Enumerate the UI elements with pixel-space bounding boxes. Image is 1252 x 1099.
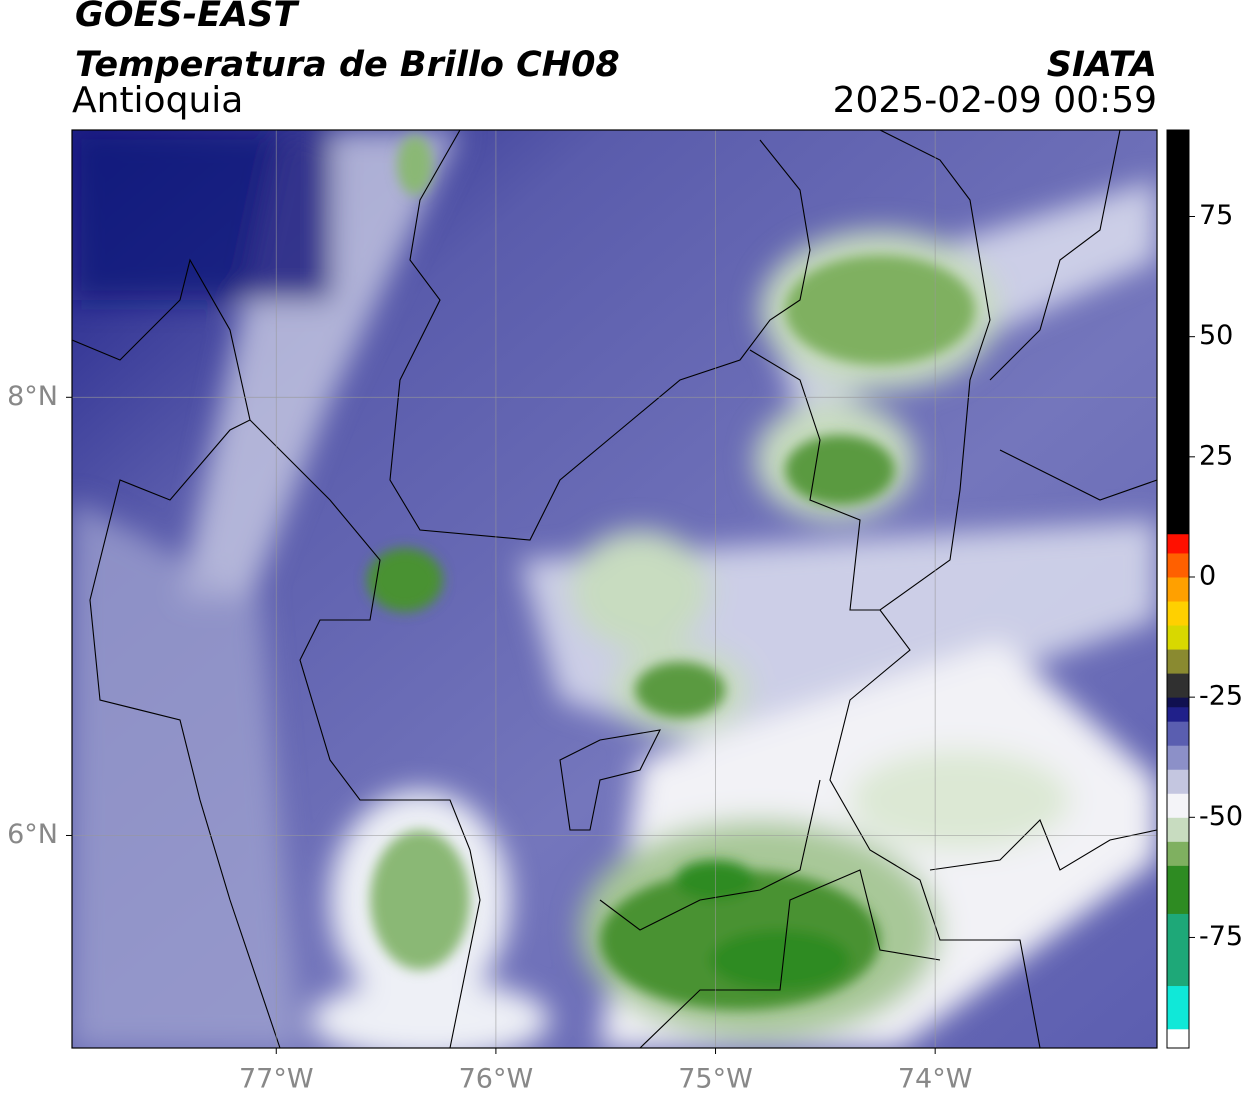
colorbar-band bbox=[1167, 706, 1189, 722]
colorbar-tick-label: -25 bbox=[1199, 681, 1243, 712]
colorbar-frame bbox=[1166, 129, 1190, 1049]
x-tick-label: 77°W bbox=[239, 1064, 314, 1095]
colorbar-band bbox=[1167, 865, 1189, 914]
x-tick-label: 75°W bbox=[678, 1064, 753, 1095]
x-tick-label: 76°W bbox=[459, 1064, 534, 1095]
y-tick-label: 8°N bbox=[7, 381, 58, 412]
borders bbox=[72, 130, 1157, 1048]
colorbar-band bbox=[1167, 841, 1189, 866]
y-tick-label: 6°N bbox=[7, 819, 58, 850]
colorbar-band bbox=[1167, 552, 1189, 578]
source: SIATA bbox=[1047, 45, 1157, 85]
colorbar-band bbox=[1167, 649, 1189, 674]
colorbar-band bbox=[1167, 130, 1189, 535]
colorbar-tick-label: -75 bbox=[1199, 921, 1243, 952]
colorbar-band bbox=[1167, 625, 1189, 650]
colorbar-band bbox=[1167, 576, 1189, 602]
title: GOES-EAST bbox=[75, 0, 300, 35]
colorbar-band bbox=[1167, 673, 1189, 698]
colorbar-band bbox=[1167, 745, 1189, 770]
colorbar-band bbox=[1167, 697, 1189, 708]
colorbar-band bbox=[1167, 601, 1189, 626]
colorbar-band bbox=[1167, 1028, 1189, 1049]
colorbar-band bbox=[1167, 985, 1189, 1030]
colorbar-tick-label: 50 bbox=[1199, 320, 1233, 351]
colorbar-band bbox=[1167, 533, 1189, 554]
colorbar-band bbox=[1167, 817, 1189, 842]
datetime: 2025-02-09 00:59 bbox=[833, 80, 1157, 121]
x-tick-label: 74°W bbox=[898, 1064, 973, 1095]
colorbar-band bbox=[1167, 769, 1189, 794]
colorbar-tick-label: 0 bbox=[1199, 560, 1216, 591]
colorbar-band bbox=[1167, 913, 1189, 987]
colorbar-tick-label: -50 bbox=[1199, 801, 1243, 832]
subtitle: Temperatura de Brillo CH08 bbox=[75, 45, 620, 85]
colorbar-band bbox=[1167, 793, 1189, 818]
map-frame bbox=[71, 129, 1158, 1049]
colorbar-band bbox=[1167, 721, 1189, 746]
region: Antioquia bbox=[72, 80, 243, 121]
satellite-image bbox=[72, 130, 1157, 1048]
colorbar-tick-label: 75 bbox=[1199, 200, 1233, 231]
colorbar-tick-label: 25 bbox=[1199, 440, 1233, 471]
